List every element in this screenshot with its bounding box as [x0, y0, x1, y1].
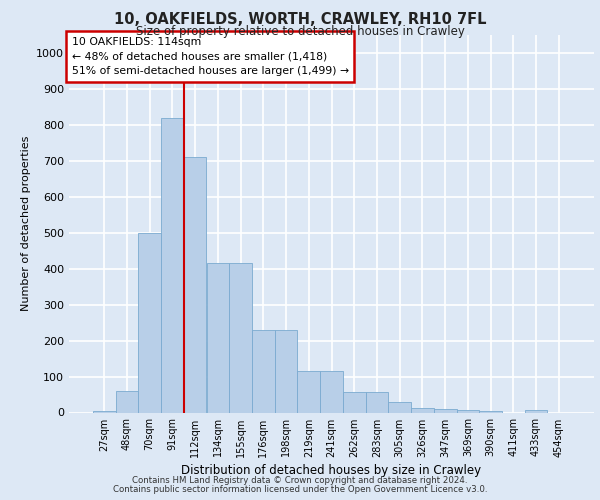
X-axis label: Distribution of detached houses by size in Crawley: Distribution of detached houses by size … [181, 464, 482, 476]
Bar [93, 410, 116, 412]
Bar [161, 118, 184, 412]
Bar [524, 410, 547, 412]
Bar [343, 392, 365, 412]
Bar [434, 409, 457, 412]
Text: 10 OAKFIELDS: 114sqm
← 48% of detached houses are smaller (1,418)
51% of semi-de: 10 OAKFIELDS: 114sqm ← 48% of detached h… [71, 37, 349, 76]
Bar [320, 371, 343, 412]
Bar [229, 264, 252, 412]
Y-axis label: Number of detached properties: Number of detached properties [20, 136, 31, 312]
Bar [275, 330, 298, 412]
Bar [298, 371, 320, 412]
Bar [411, 408, 434, 412]
Text: Size of property relative to detached houses in Crawley: Size of property relative to detached ho… [136, 25, 464, 38]
Bar [206, 264, 229, 412]
Bar [388, 402, 411, 412]
Bar [184, 157, 206, 412]
Bar [139, 232, 161, 412]
Text: Contains HM Land Registry data © Crown copyright and database right 2024.: Contains HM Land Registry data © Crown c… [132, 476, 468, 485]
Bar [457, 410, 479, 412]
Bar [365, 392, 388, 412]
Text: 10, OAKFIELDS, WORTH, CRAWLEY, RH10 7FL: 10, OAKFIELDS, WORTH, CRAWLEY, RH10 7FL [114, 12, 486, 28]
Bar [479, 410, 502, 412]
Bar [116, 391, 139, 412]
Bar [252, 330, 275, 412]
Text: Contains public sector information licensed under the Open Government Licence v3: Contains public sector information licen… [113, 484, 487, 494]
